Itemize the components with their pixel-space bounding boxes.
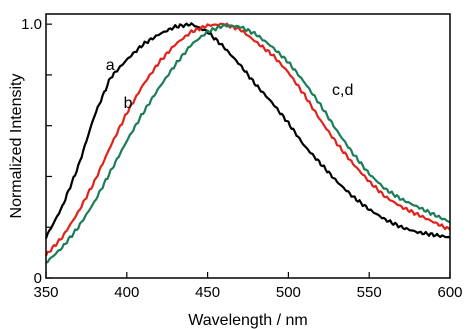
x-axis-label: Wavelength / nm [188,312,307,329]
x-tick-label: 400 [114,284,139,301]
series-line-b [44,22,451,257]
axis-ticks: 350 400 450 500 550 600 0 1.0 [21,16,462,301]
x-tick-label: 450 [195,284,220,301]
curve-label: a [106,57,115,74]
x-tick-label: 550 [357,284,382,301]
curve-label: c,d [332,82,353,99]
series-line-a [44,22,451,239]
series-layer [44,22,451,264]
x-tick-label: 350 [33,284,58,301]
curve-annotations: a b c,d [106,57,354,112]
plot-frame [45,13,451,279]
series-line-cd [45,23,451,264]
y-axis-label: Normalized Intensity [8,74,25,219]
x-tick-label: 500 [276,284,301,301]
x-tick-label: 600 [437,284,462,301]
curve-label: b [124,95,133,112]
y-tick-label: 0 [34,270,42,287]
y-tick-label: 1.0 [21,16,42,33]
